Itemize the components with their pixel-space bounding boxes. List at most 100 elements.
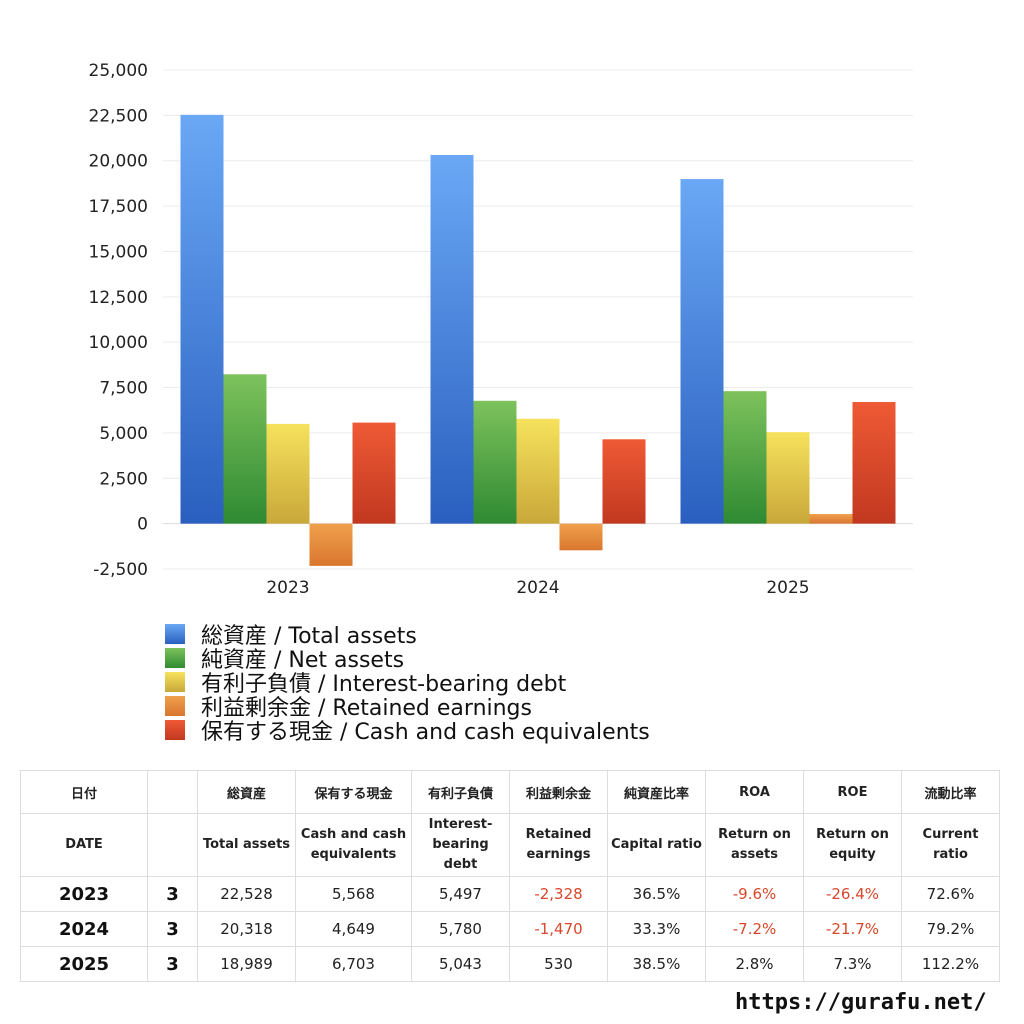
y-tick-label: 10,000: [89, 333, 148, 353]
table-cell: 5,043: [411, 946, 510, 982]
table-header-cell: ROE: [803, 770, 902, 814]
legend-swatch: [165, 696, 185, 716]
table-row: 2025 3 18,989 6,703 5,043 530 38.5% 2.8% 7.3% 112…: [20, 946, 1000, 982]
bar-2025-series-3: [809, 514, 853, 524]
table-cell: -9.6%: [705, 876, 804, 912]
table-cell: 3: [147, 876, 198, 912]
table-cell: 72.6%: [901, 876, 1000, 912]
legend-label: 保有する現金 / Cash and cash equivalents: [201, 720, 650, 745]
table-header-cell: 流動比率: [901, 770, 1000, 814]
bar-2025-series-4: [852, 402, 896, 524]
table-header-cell: Return on assets: [705, 813, 804, 877]
table-cell: 36.5%: [607, 876, 706, 912]
table-header-cell: 利益剰余金: [509, 770, 608, 814]
x-tick-label: 2024: [516, 578, 559, 598]
table-cell: 5,780: [411, 911, 510, 947]
table-cell: 2025: [20, 946, 148, 982]
bar-2023-series-4: [352, 422, 396, 524]
financial-table: 日付 総資産 保有する現金 有利子負債 利益剰余金 純資産比率 ROA ROE 流動比率 DAT…: [20, 770, 1000, 982]
y-tick-label: 12,500: [89, 288, 148, 308]
table-header-jp: 日付 総資産 保有する現金 有利子負債 利益剰余金 純資産比率 ROA ROE 流動比率: [20, 770, 1000, 814]
legend-label: 有利子負債 / Interest-bearing debt: [201, 672, 567, 697]
table-header-cell: Current ratio: [901, 813, 1000, 877]
legend-item: 有利子負債 / Interest-bearing debt: [165, 670, 650, 697]
legend-item: 保有する現金 / Cash and cash equivalents: [165, 718, 650, 745]
bar-2023-series-0: [180, 114, 224, 524]
table-cell: 79.2%: [901, 911, 1000, 947]
table-header-en: DATE Total assets Cash and cash equivalents…: [20, 813, 1000, 877]
table-cell: 530: [509, 946, 608, 982]
table-cell: 22,528: [197, 876, 296, 912]
table-cell: 20,318: [197, 911, 296, 947]
table-cell: -1,470: [509, 911, 608, 947]
legend-item: 利益剰余金 / Retained earnings: [165, 694, 650, 721]
bar-2023-series-3: [309, 523, 353, 566]
legend-swatch: [165, 648, 185, 668]
table-row: 2024 3 20,318 4,649 5,780 -1,470 33.3% -7.2% -21…: [20, 911, 1000, 947]
bar-2024-series-0: [430, 154, 474, 524]
y-tick-label: 15,000: [89, 242, 148, 262]
table-cell: 6,703: [295, 946, 412, 982]
table-cell: 33.3%: [607, 911, 706, 947]
legend-swatch: [165, 672, 185, 692]
table-cell: -21.7%: [803, 911, 902, 947]
y-tick-label: 17,500: [89, 197, 148, 217]
bar-2025-series-2: [766, 432, 810, 524]
table-header-cell: [147, 813, 198, 877]
table-header-cell: Interest-bearing debt: [411, 813, 510, 877]
table-cell: 18,989: [197, 946, 296, 982]
table-header-cell: 総資産: [197, 770, 296, 814]
table-header-cell: 有利子負債: [411, 770, 510, 814]
table-cell: 2.8%: [705, 946, 804, 982]
bar-2024-series-3: [559, 523, 603, 551]
chart-legend: 総資産 / Total assets 純資産 / Net assets 有利子負債 …: [165, 622, 650, 745]
bar-2024-series-1: [473, 400, 517, 524]
table-header-cell: Return on equity: [803, 813, 902, 877]
table-header-cell: 日付: [20, 770, 148, 814]
legend-item: 総資産 / Total assets: [165, 622, 650, 649]
legend-swatch: [165, 720, 185, 740]
table-cell: 5,568: [295, 876, 412, 912]
bar-2023-series-2: [266, 423, 310, 524]
legend-label: 利益剰余金 / Retained earnings: [201, 696, 532, 721]
table-cell: 3: [147, 911, 198, 947]
y-tick-label: 5,000: [99, 424, 148, 444]
table-header-cell: DATE: [20, 813, 148, 877]
table-cell: 5,497: [411, 876, 510, 912]
table-cell: 7.3%: [803, 946, 902, 982]
table-cell: 2023: [20, 876, 148, 912]
y-tick-label: 7,500: [99, 379, 148, 399]
table-header-cell: ROA: [705, 770, 804, 814]
x-tick-label: 2025: [766, 578, 809, 598]
bars: [180, 114, 896, 566]
x-tick-label: 2023: [266, 578, 309, 598]
table-cell: 38.5%: [607, 946, 706, 982]
table-header-cell: Cash and cash equivalents: [295, 813, 412, 877]
table-cell: -2,328: [509, 876, 608, 912]
bar-2024-series-4: [602, 439, 646, 524]
table-row: 2023 3 22,528 5,568 5,497 -2,328 36.5% -9.6% -26…: [20, 876, 1000, 912]
legend-label: 純資産 / Net assets: [201, 648, 405, 673]
table-cell: 112.2%: [901, 946, 1000, 982]
y-tick-label: 22,500: [89, 106, 148, 126]
table-cell: 3: [147, 946, 198, 982]
bar-2024-series-2: [516, 418, 560, 524]
table-cell: -26.4%: [803, 876, 902, 912]
legend-label: 総資産 / Total assets: [201, 624, 417, 649]
table-cell: -7.2%: [705, 911, 804, 947]
table-header-cell: Retained earnings: [509, 813, 608, 877]
y-tick-label: 25,000: [89, 61, 148, 81]
table-cell: 2024: [20, 911, 148, 947]
y-tick-label: -2,500: [93, 560, 148, 580]
y-tick-label: 2,500: [99, 469, 148, 489]
y-tick-label: 0: [137, 515, 148, 535]
table-cell: 4,649: [295, 911, 412, 947]
table-header-cell: 純資産比率: [607, 770, 706, 814]
table-header-cell: [147, 770, 198, 814]
site-url[interactable]: https://gurafu.net/: [735, 990, 987, 1015]
table-header-cell: Total assets: [197, 813, 296, 877]
bar-2025-series-1: [723, 391, 767, 524]
legend-swatch: [165, 624, 185, 644]
legend-item: 純資産 / Net assets: [165, 646, 650, 673]
bar-chart: 25,000 22,500 20,000 17,500 15,000 12,500 10,0…: [89, 61, 913, 598]
